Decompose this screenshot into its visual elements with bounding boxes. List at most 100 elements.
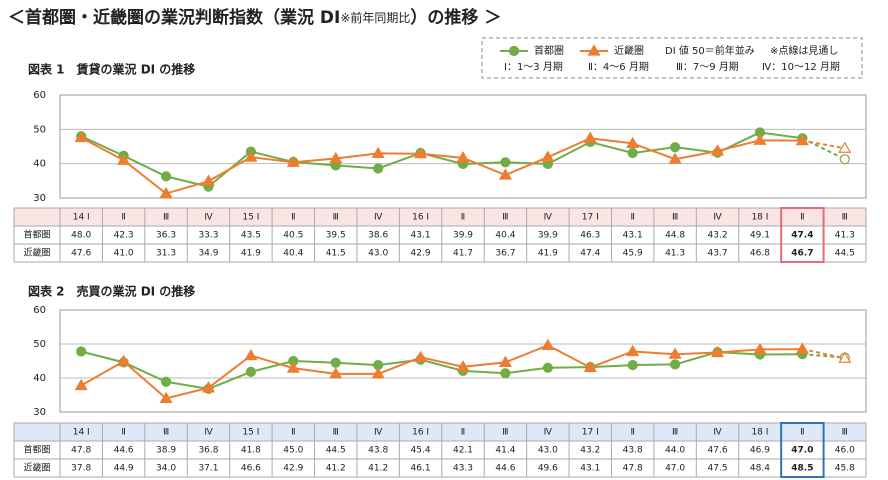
table-header-cell: 15 Ⅰ — [242, 213, 259, 223]
table-header-cell: Ⅲ — [672, 213, 678, 223]
marker — [670, 359, 681, 370]
table-cell: 48.5 — [791, 464, 813, 474]
table-cell: 44.9 — [114, 464, 134, 474]
chart-title: 図表 2 売買の業況 DI の推移 — [28, 284, 195, 299]
series-line — [80, 136, 803, 195]
table-header-cell: 17 Ⅰ — [582, 428, 599, 438]
table-header-cell: 16 Ⅰ — [412, 428, 429, 438]
page-title: ＜首都圏・近畿圏の業況判断指数（業況 DI※前年同期比）の推移 ＞ — [8, 7, 501, 28]
marker — [159, 391, 173, 403]
table-cell: 48.4 — [750, 464, 770, 474]
marker — [583, 131, 597, 143]
table-cell: 42.9 — [283, 464, 303, 474]
table-cell: 41.9 — [241, 249, 261, 259]
marker — [371, 146, 385, 158]
marker — [668, 347, 682, 359]
table-header-cell: Ⅲ — [502, 428, 508, 438]
forecast-line — [801, 137, 846, 161]
table-header-cell: Ⅱ — [121, 213, 125, 223]
marker — [414, 147, 428, 159]
table-header-cell: Ⅳ — [544, 213, 553, 223]
plot-border — [59, 94, 867, 199]
table-header-cell: Ⅳ — [713, 428, 722, 438]
table-cell: 43.7 — [708, 249, 728, 259]
marker — [542, 362, 553, 373]
marker — [244, 150, 258, 162]
table-cell: 33.3 — [198, 231, 218, 241]
table-row-label: 近畿圏 — [23, 247, 50, 259]
table-header-cell: Ⅱ — [291, 213, 295, 223]
table-header-cell: Ⅳ — [544, 428, 553, 438]
y-tick-label: 50 — [33, 124, 46, 135]
y-tick-label: 60 — [33, 90, 46, 101]
table-cell: 46.9 — [750, 446, 770, 456]
marker — [74, 130, 88, 143]
table-cell: 36.7 — [495, 249, 515, 259]
table-cell: 41.2 — [368, 464, 388, 474]
y-tick-label: 40 — [33, 373, 46, 384]
title-part: ）の推移 ＞ — [410, 7, 501, 28]
table-header-cell: Ⅱ — [461, 213, 465, 223]
table-header-cell: 18 Ⅰ — [751, 213, 768, 223]
marker — [838, 141, 852, 153]
table-cell: 34.9 — [198, 249, 218, 259]
table-cell: 47.6 — [71, 249, 91, 259]
period-note: Ⅰ：1～3 月期 — [504, 61, 563, 73]
table-cell: 47.5 — [708, 464, 728, 474]
table-row-label: 首都圏 — [23, 444, 50, 456]
table-cell: 46.0 — [835, 446, 855, 456]
table-cell: 41.5 — [326, 249, 346, 259]
marker — [373, 163, 384, 174]
table-cell: 39.5 — [326, 231, 346, 241]
table-cell: 43.1 — [411, 231, 431, 241]
table-cell: 43.8 — [623, 446, 643, 456]
period-note: Ⅳ：10～12 月期 — [762, 61, 840, 73]
marker — [587, 44, 601, 56]
table-cell: 48.0 — [71, 231, 91, 241]
marker — [286, 361, 300, 373]
table-cell: 44.0 — [665, 446, 685, 456]
table-cell: 40.4 — [283, 249, 303, 259]
marker — [839, 154, 850, 165]
table-cell: 36.3 — [156, 231, 176, 241]
table-cell: 47.6 — [708, 446, 728, 456]
table-cell: 36.8 — [198, 446, 218, 456]
chart-title: 図表 1 賃貸の業況 DI の推移 — [28, 62, 195, 77]
table-cell: 45.0 — [283, 446, 303, 456]
table-cell: 43.0 — [368, 249, 388, 259]
table-cell: 42.9 — [411, 249, 431, 259]
highlight-column — [780, 207, 825, 263]
marker — [795, 133, 809, 146]
table-cell: 44.6 — [114, 446, 134, 456]
table-cell: 41.7 — [453, 249, 473, 259]
table-row-label: 近畿圏 — [23, 462, 50, 474]
marker — [117, 354, 131, 366]
table-cell: 44.6 — [495, 464, 515, 474]
marker — [508, 45, 520, 57]
table-cell: 43.1 — [623, 231, 643, 241]
marker — [76, 346, 87, 357]
legend-note: DI 値 50＝前年並み — [665, 44, 755, 57]
table-cell: 40.4 — [495, 231, 515, 241]
marker — [160, 171, 172, 182]
marker — [710, 144, 725, 156]
table-header-cell: Ⅲ — [502, 213, 508, 223]
table-cell: 45.8 — [835, 464, 855, 474]
table-cell: 34.0 — [156, 464, 176, 474]
table-header-cell: Ⅲ — [842, 213, 848, 223]
table-cell: 41.8 — [241, 446, 261, 456]
marker — [627, 147, 638, 159]
y-tick-label: 30 — [33, 193, 46, 204]
marker — [245, 366, 256, 377]
table-cell: 44.5 — [835, 249, 855, 259]
table-header-cell: Ⅱ — [800, 213, 804, 223]
table-header-cell: Ⅲ — [842, 428, 848, 438]
y-tick-label: 60 — [33, 305, 46, 316]
table-cell: 45.4 — [411, 446, 431, 456]
table-header-cell: Ⅱ — [630, 428, 634, 438]
marker — [838, 351, 852, 363]
table-header-cell: Ⅳ — [204, 213, 213, 223]
table-header-cell: Ⅲ — [333, 213, 339, 223]
marker — [329, 367, 343, 379]
marker — [795, 342, 809, 354]
